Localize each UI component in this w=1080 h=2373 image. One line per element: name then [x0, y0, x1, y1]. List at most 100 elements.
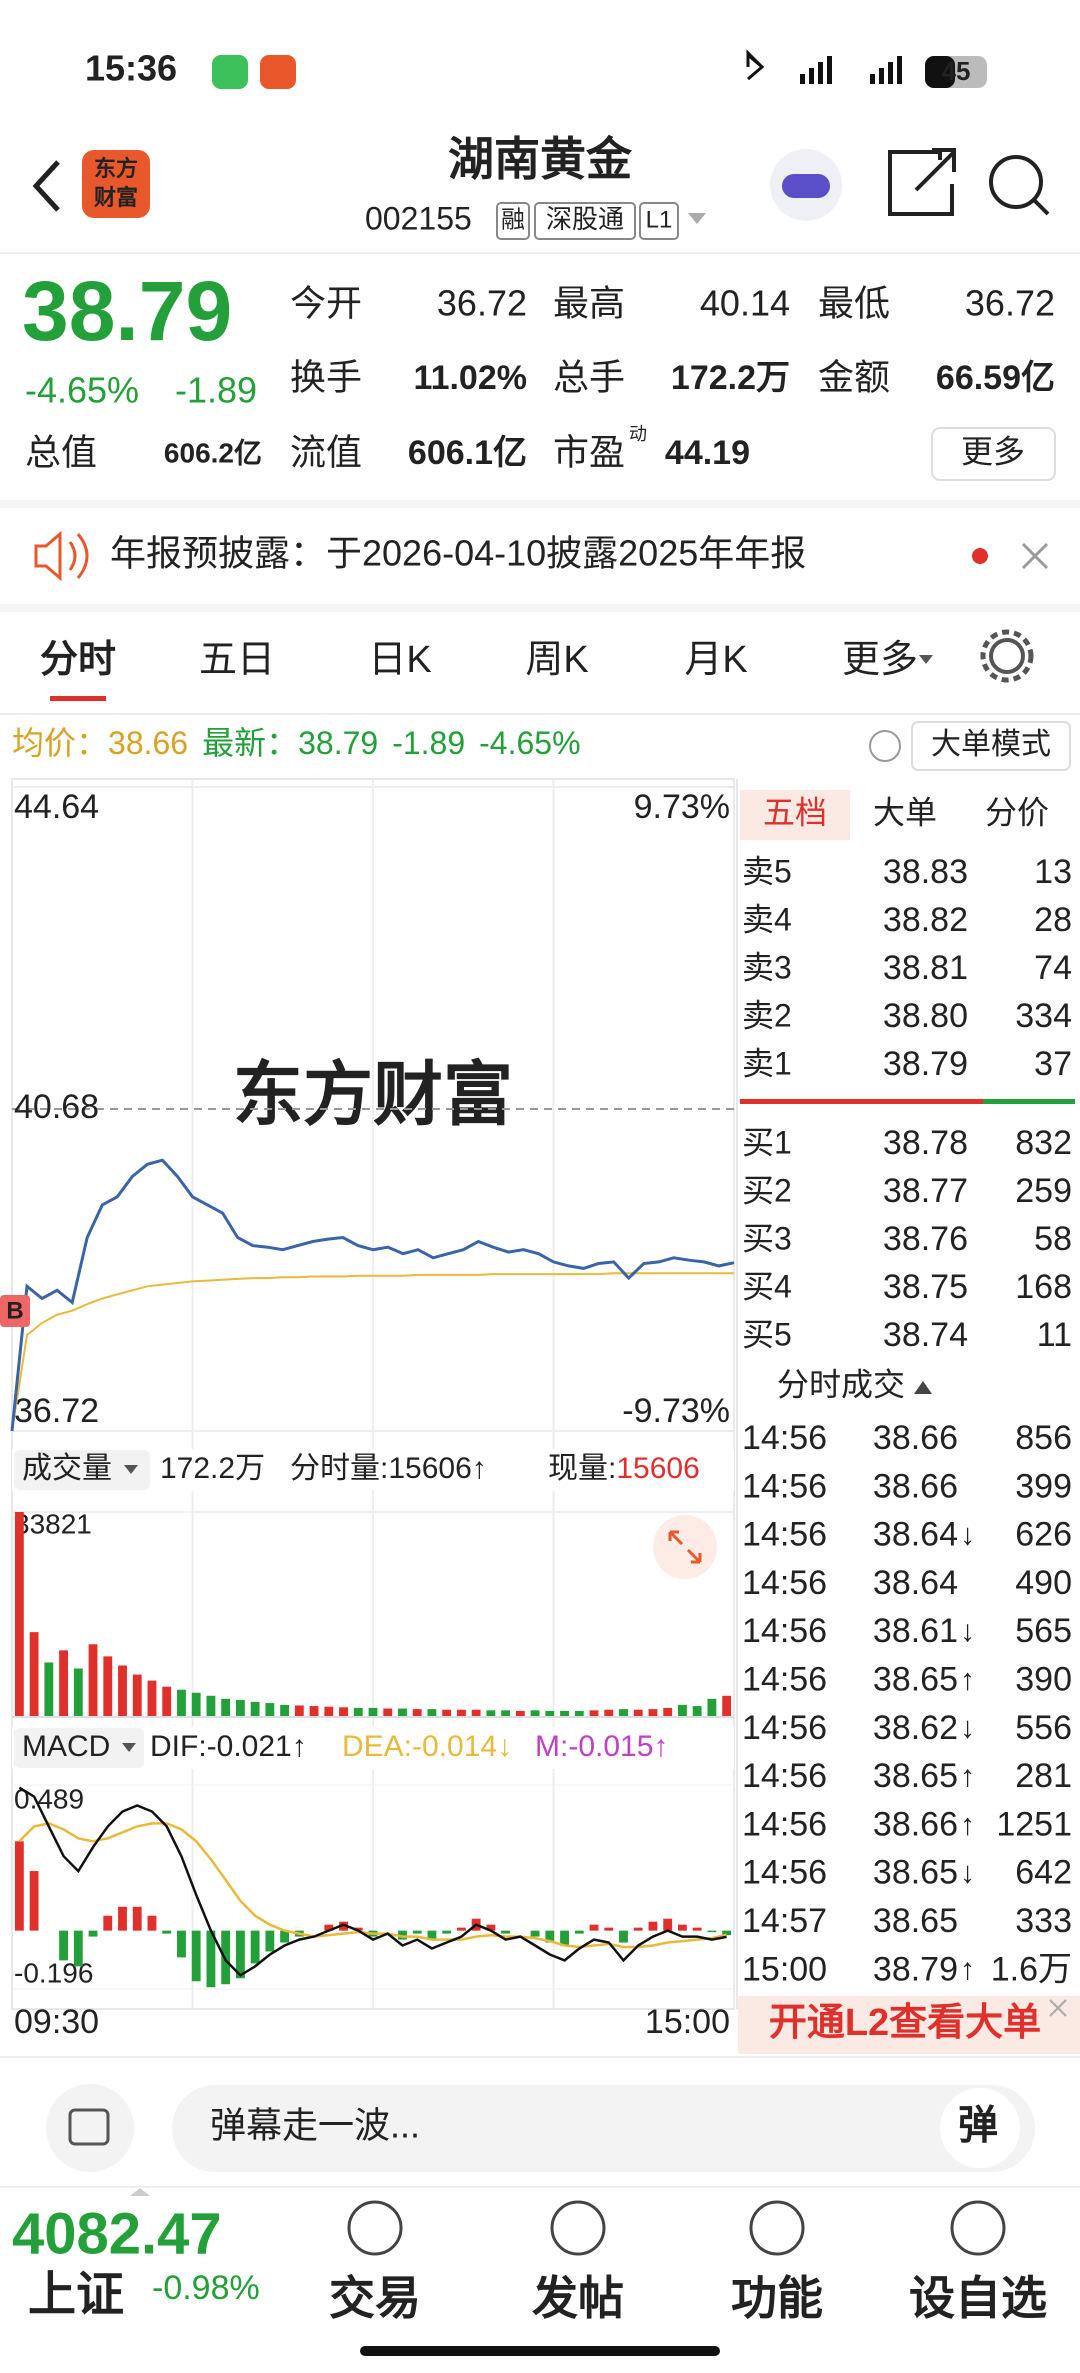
dropdown-arrow[interactable] [919, 655, 933, 664]
macd-bar [73, 1930, 83, 1967]
period-tab[interactable]: 周K [525, 639, 588, 681]
settings-button[interactable] [989, 638, 1025, 674]
avg-price: 38.66 [108, 725, 188, 761]
stock-code: 002155 [365, 200, 472, 236]
volume-bar [177, 1689, 186, 1717]
trade-price: 38.65 [873, 1757, 958, 1795]
book-label: 卖3 [742, 949, 792, 985]
mode-text: 大单模式 [931, 728, 1051, 761]
book-volume: 13 [1034, 853, 1072, 891]
index-change[interactable]: -0.98% [152, 2269, 260, 2307]
tag: 融 [501, 206, 525, 233]
ask-ratio-bar [740, 1099, 983, 1104]
macd-bar [59, 1930, 68, 1961]
trade-volume: 490 [1015, 1564, 1072, 1602]
trades-title[interactable]: 分时成交 [777, 1366, 905, 1402]
index-value[interactable]: 4082.47 [12, 2201, 222, 2266]
field-value: 36.72 [437, 283, 527, 324]
notice-text[interactable]: 年报预披露：于2026-04-10披露2025年年报 [110, 533, 806, 574]
active-tab-underline [50, 696, 106, 701]
trade-price: 38.66 [873, 1467, 958, 1505]
tab-icon[interactable] [749, 2200, 805, 2256]
share-button[interactable] [888, 148, 956, 216]
period-tab[interactable]: 日K [368, 639, 431, 681]
l2-banner-bg[interactable] [738, 1996, 1080, 2054]
tab-icon[interactable] [550, 2200, 606, 2256]
macd-bar [14, 1841, 24, 1931]
book-volume: 11 [1037, 1316, 1072, 1354]
macd-bar [486, 1924, 496, 1931]
field-value: 172.2万 [671, 359, 790, 397]
index-name[interactable]: 上证 [28, 2269, 124, 2322]
signal-icons [800, 56, 902, 84]
volume-bar [280, 1704, 290, 1717]
close-notice[interactable] [1021, 542, 1049, 570]
settings-gear [980, 629, 1034, 683]
field-label: 金额 [818, 357, 890, 398]
book-price: 38.82 [883, 901, 968, 939]
close-banner[interactable] [1049, 1999, 1067, 2017]
macd-bar [560, 1930, 569, 1946]
book-volume: 37 [1034, 1045, 1072, 1083]
period-tab[interactable]: 更多 [842, 639, 918, 681]
volume-bar [456, 1709, 466, 1717]
search-button[interactable] [989, 155, 1043, 209]
dropdown-arrow[interactable] [688, 213, 706, 224]
active-book-tab[interactable] [740, 790, 850, 840]
indicator-select[interactable] [14, 1728, 144, 1768]
comment-placeholder[interactable]: 弹幕走一波... [210, 2105, 420, 2146]
tab-label[interactable]: 功能 [731, 2272, 823, 2324]
l2-banner[interactable]: 开通L2查看大单 [769, 2002, 1041, 2044]
tab-bar: 交易 发帖 功能 设自选 [329, 2200, 1047, 2324]
expand-button[interactable] [653, 1515, 717, 1579]
book-label: 买2 [742, 1172, 792, 1208]
mode-button[interactable] [911, 721, 1071, 771]
danmaku-settings[interactable] [46, 2084, 134, 2172]
charts: 36.7240.6844.64-9.73%9.73%33821-0.1960.4… [10, 779, 735, 2009]
more-button[interactable] [931, 427, 1056, 481]
info-line: 均价：38.66 最新：38.79 -1.89 -4.65% [12, 725, 581, 761]
volume-bar [221, 1698, 231, 1717]
trade-arrow: ↑ [960, 1663, 975, 1696]
change-pct: -4.65% [25, 370, 139, 411]
battery-level [925, 56, 955, 88]
trade-volume: 281 [1015, 1757, 1072, 1795]
tab-label[interactable]: 设自选 [909, 2272, 1047, 2324]
tab-label[interactable]: 交易 [329, 2272, 421, 2324]
tab-icon[interactable] [347, 2200, 403, 2256]
danmaku-button[interactable] [940, 2088, 1020, 2168]
period-tab[interactable]: 月K [684, 639, 747, 681]
avatar-visor [782, 174, 830, 198]
book-tab[interactable]: 分价 [985, 794, 1049, 830]
app-icon [260, 55, 296, 89]
tab-label[interactable]: 发帖 [532, 2272, 624, 2324]
macd-bar [707, 1930, 717, 1933]
book-tab[interactable]: 大单 [873, 794, 937, 830]
bid-ratio-bar [983, 1099, 1075, 1104]
volume-bar [14, 1512, 24, 1717]
volume-bar [368, 1707, 378, 1717]
macd-bar [29, 1871, 39, 1931]
volume-bar [560, 1710, 569, 1717]
tag: 深股通 [546, 204, 624, 234]
trade-price: 38.64 [873, 1516, 958, 1554]
book-volume: 832 [1015, 1124, 1072, 1162]
help-icon[interactable] [869, 730, 901, 762]
period-tab[interactable]: 分时 [40, 639, 116, 681]
book-tab[interactable]: 五档 [763, 794, 827, 830]
book-price: 38.81 [883, 949, 968, 987]
period-tab[interactable]: 五日 [199, 639, 275, 681]
indicator-select[interactable] [14, 1450, 150, 1490]
volume-bar [722, 1695, 732, 1717]
back-button[interactable] [32, 160, 60, 212]
volume-total: 172.2万 [160, 1452, 265, 1485]
tab-icon[interactable] [950, 2200, 1006, 2256]
comment-input[interactable] [172, 2085, 1035, 2172]
logo[interactable] [82, 150, 150, 218]
macd-bar [339, 1921, 348, 1931]
field-value: 11.02% [414, 359, 527, 397]
danmaku-button-text[interactable]: 弹 [958, 2104, 998, 2148]
x-axis-label: 09:30 [14, 2003, 99, 2041]
trade-volume: 1251 [996, 1805, 1072, 1843]
